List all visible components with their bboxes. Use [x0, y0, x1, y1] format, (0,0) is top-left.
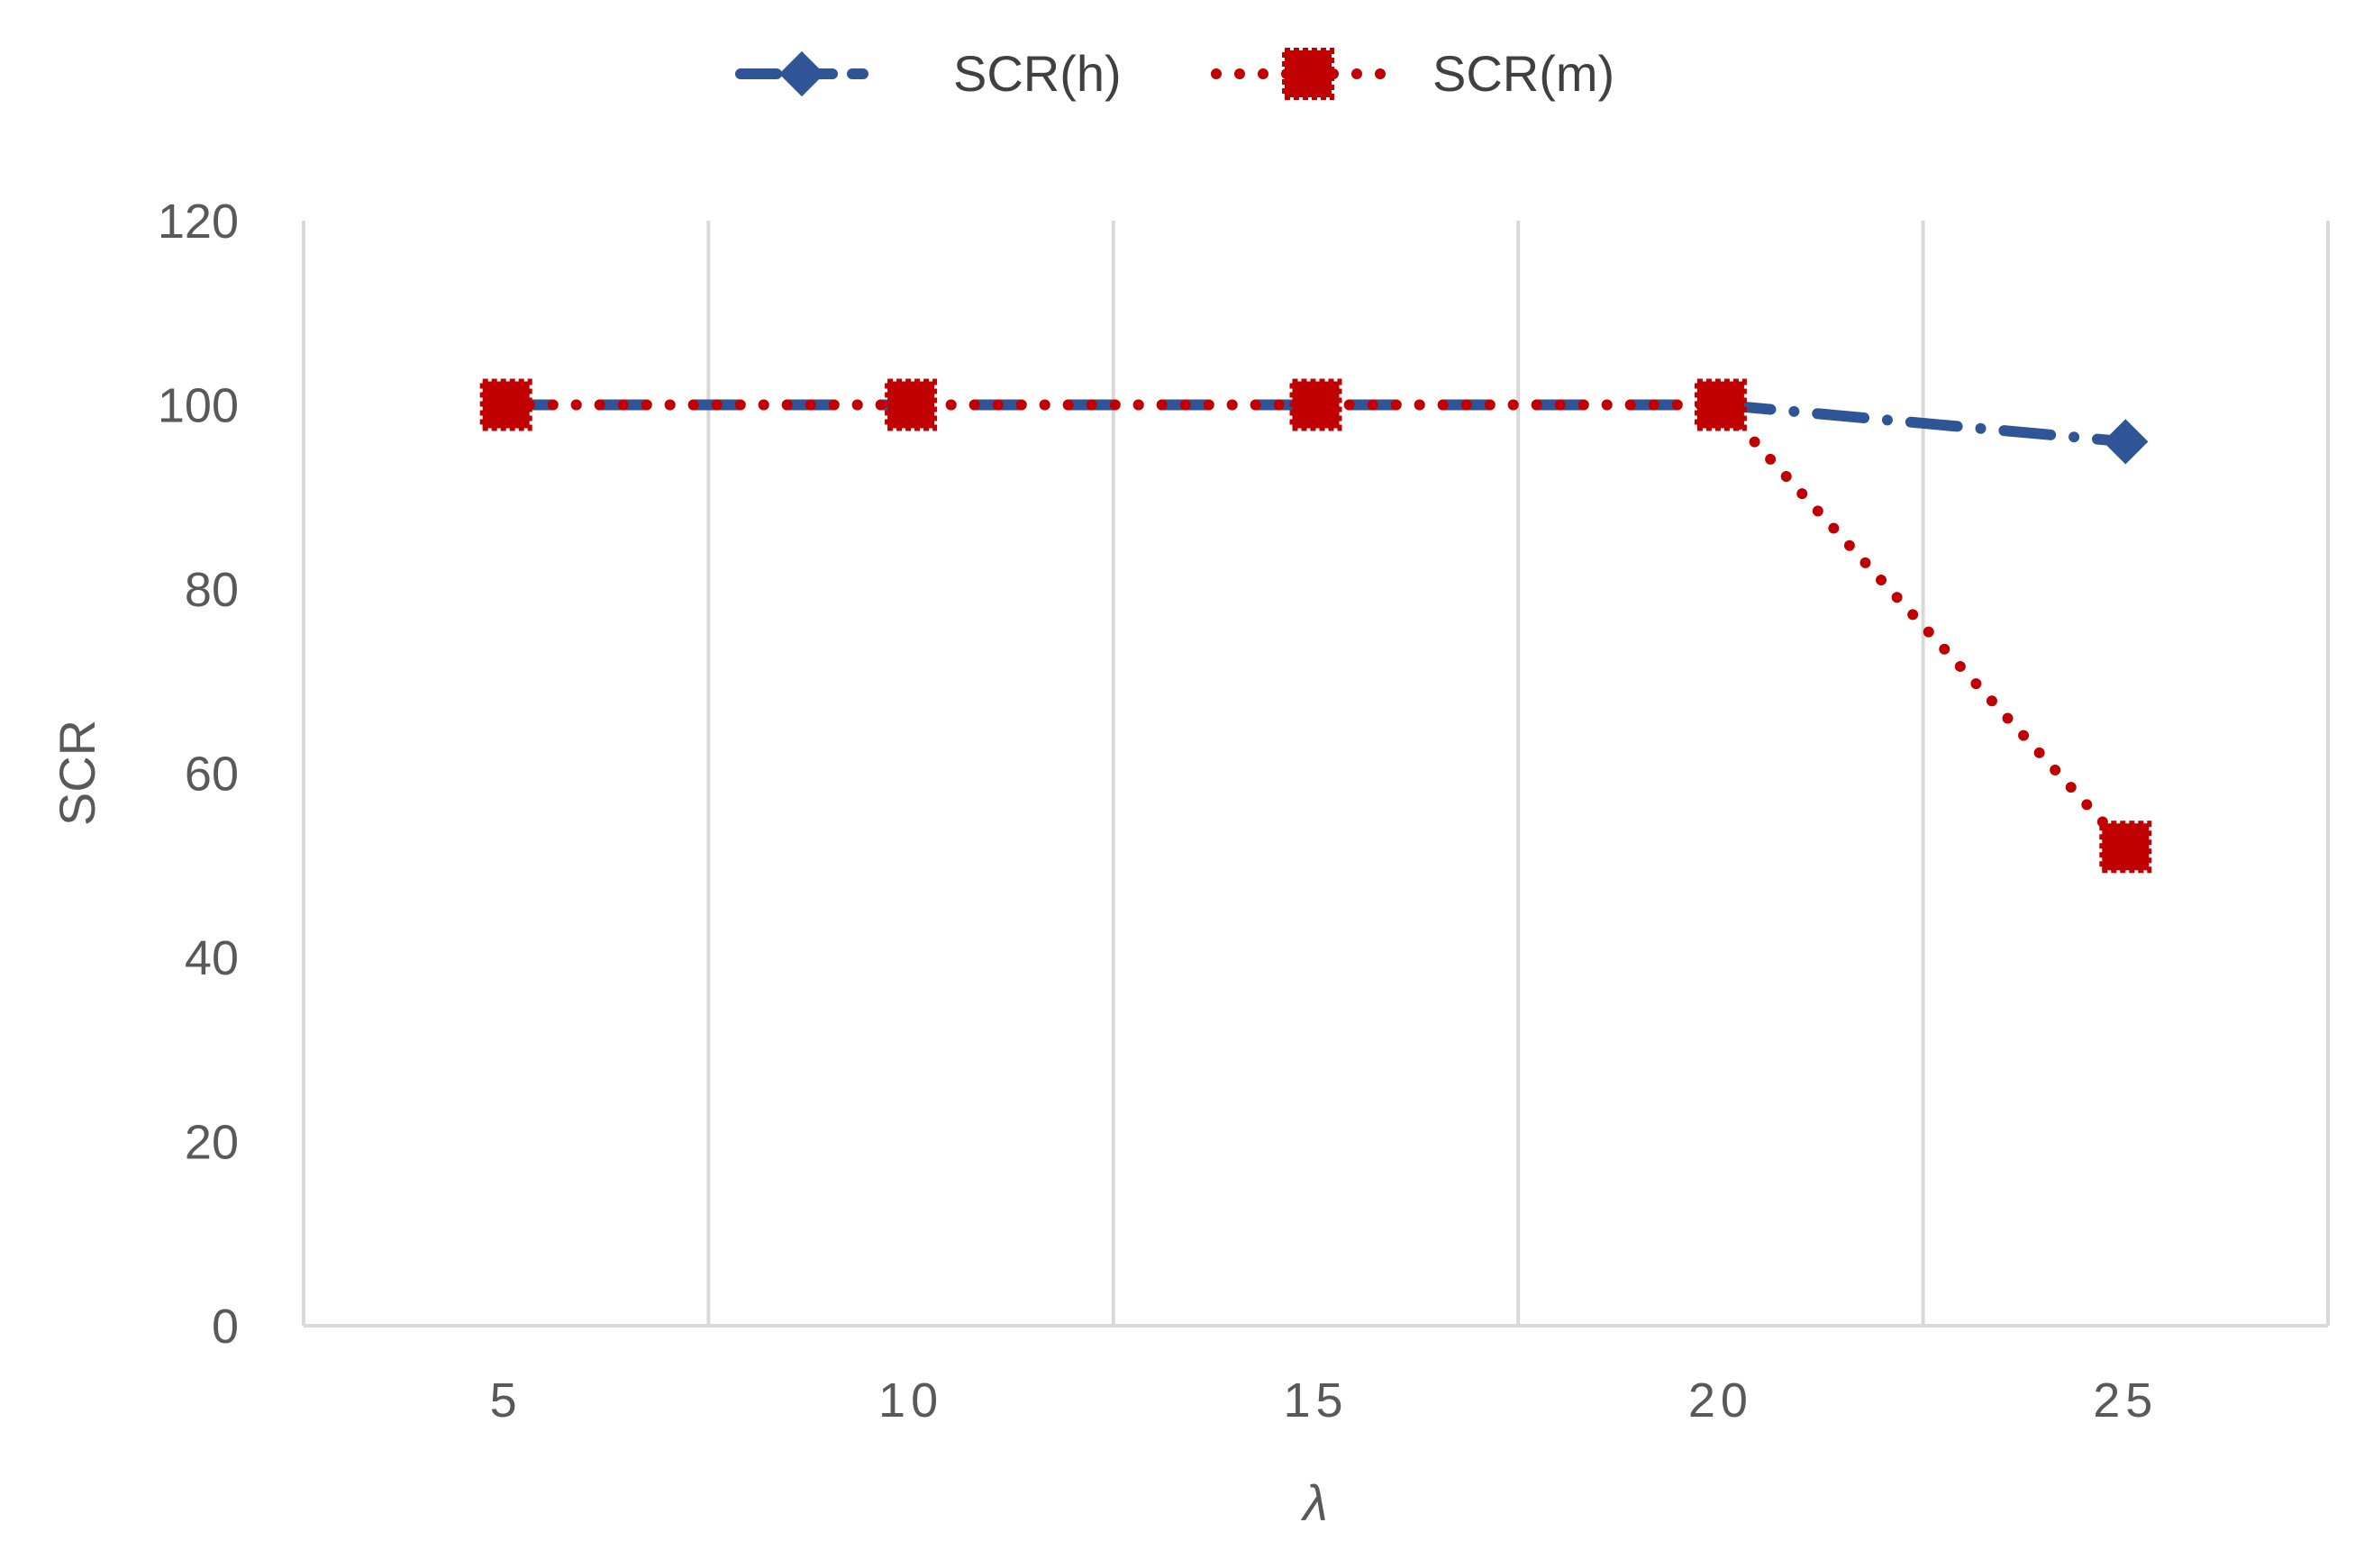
legend: SCR(h) SCR(m): [735, 45, 1614, 102]
axes: 0 20 40 60 80 100 120 5 10 15 20 25: [158, 195, 2328, 1428]
y-tick-label: 80: [185, 563, 239, 617]
data-point-diamond: [2103, 419, 2149, 465]
x-tick-label: 25: [2093, 1373, 2158, 1428]
series-group: [479, 378, 2152, 874]
y-tick-label: 20: [185, 1116, 239, 1170]
y-axis-title: SCR: [49, 720, 105, 826]
x-axis-title: λ: [1300, 1474, 1328, 1531]
y-tick-label: 120: [158, 195, 239, 249]
data-point-square: [1289, 378, 1342, 431]
y-tick-label: 0: [212, 1300, 239, 1354]
series-scr-m-: [479, 378, 2152, 874]
y-tick-label: 60: [185, 748, 239, 802]
data-point-square: [2099, 820, 2152, 874]
x-tick-label: 10: [878, 1373, 943, 1428]
x-tick-label: 20: [1688, 1373, 1753, 1428]
x-tick-label: 15: [1283, 1373, 1348, 1428]
data-point-diamond: [778, 50, 825, 97]
data-point-square: [479, 378, 532, 431]
data-point-square: [1694, 378, 1747, 431]
x-tick-label: 5: [490, 1373, 523, 1428]
legend-item: SCR(h): [735, 45, 1122, 102]
legend-label: SCR(h): [953, 45, 1122, 102]
y-tick-label: 40: [185, 931, 239, 985]
legend-label: SCR(m): [1432, 45, 1614, 102]
data-point-square: [1282, 48, 1334, 100]
series-line: [500, 399, 2132, 448]
series-line: [500, 399, 2132, 853]
y-tick-label: 100: [158, 379, 239, 433]
legend-item: SCR(m): [1211, 45, 1614, 102]
data-point-square: [885, 378, 938, 431]
